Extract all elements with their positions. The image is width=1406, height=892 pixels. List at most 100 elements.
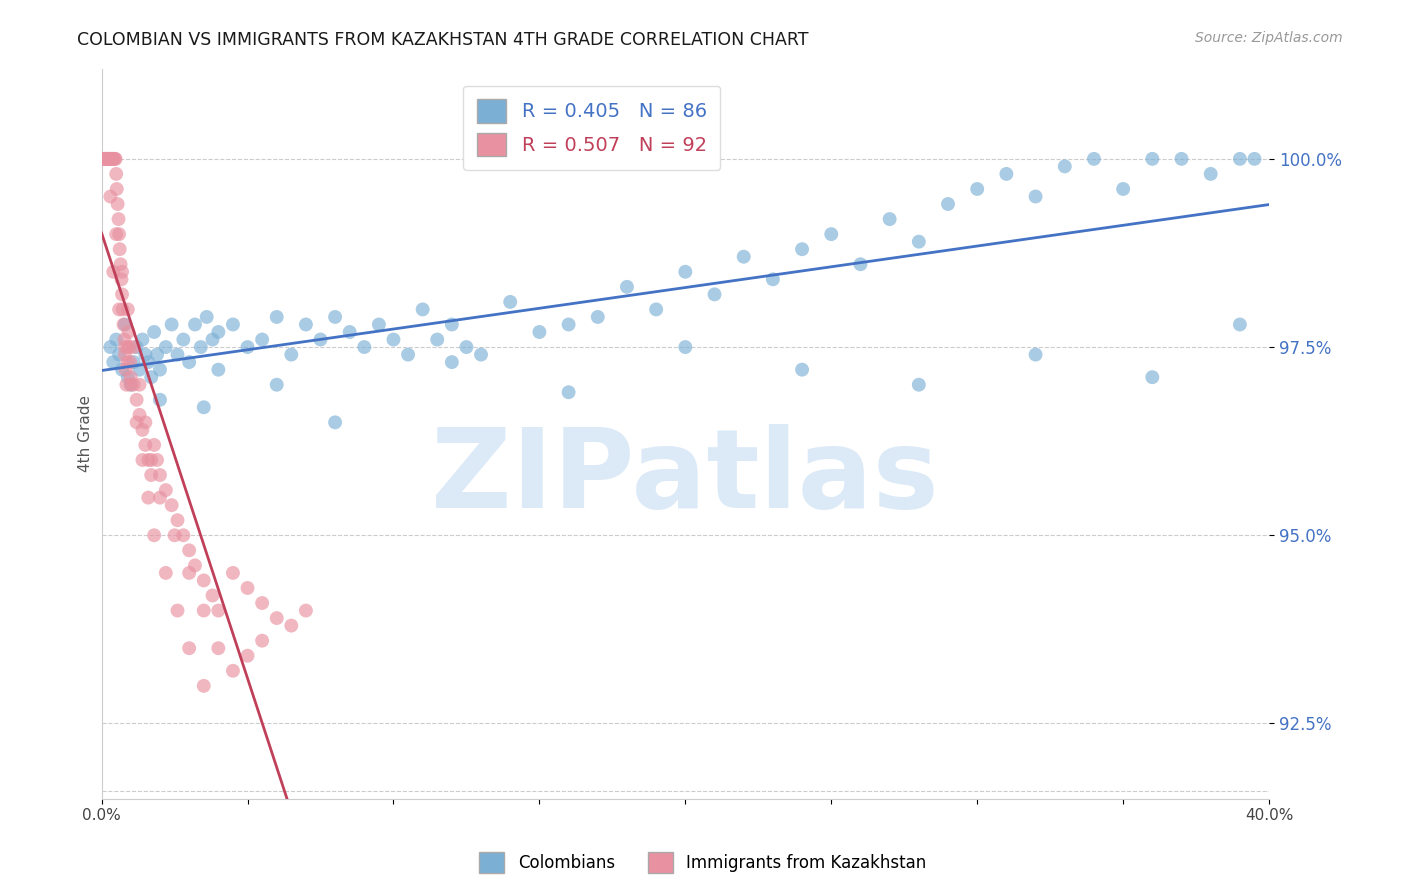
Point [1142, 152, 1164, 166]
Point [131, 333, 153, 347]
Point [98, 152, 121, 166]
Point [193, 603, 215, 617]
Point [673, 340, 696, 354]
Point [266, 377, 288, 392]
Point [280, 348, 302, 362]
Point [122, 355, 145, 369]
Point [149, 491, 172, 505]
Point [104, 152, 127, 166]
Point [114, 362, 136, 376]
Point [98, 152, 121, 166]
Point [222, 318, 245, 332]
Point [966, 182, 988, 196]
Point [790, 362, 813, 376]
Point [1025, 348, 1047, 362]
Point [149, 392, 172, 407]
Point [250, 596, 273, 610]
Point [125, 340, 148, 354]
Point [108, 348, 131, 362]
Point [155, 566, 177, 580]
Point [114, 318, 136, 332]
Point [128, 377, 150, 392]
Point [111, 302, 134, 317]
Point [112, 333, 135, 347]
Point [117, 302, 139, 317]
Point [367, 318, 389, 332]
Point [163, 528, 186, 542]
Point [179, 355, 201, 369]
Point [440, 355, 463, 369]
Point [323, 415, 346, 429]
Point [131, 453, 153, 467]
Point [295, 603, 318, 617]
Point [155, 483, 177, 497]
Point [353, 340, 375, 354]
Point [120, 355, 142, 369]
Point [426, 333, 449, 347]
Point [673, 265, 696, 279]
Point [110, 257, 132, 271]
Point [93, 152, 115, 166]
Point [266, 611, 288, 625]
Point [733, 250, 755, 264]
Point [93, 152, 115, 166]
Point [820, 227, 842, 241]
Text: COLOMBIAN VS IMMIGRANTS FROM KAZAKHSTAN 4TH GRADE CORRELATION CHART: COLOMBIAN VS IMMIGRANTS FROM KAZAKHSTAN … [77, 31, 808, 49]
Point [193, 401, 215, 415]
Point [222, 664, 245, 678]
Point [908, 377, 931, 392]
Point [201, 589, 224, 603]
Point [107, 212, 129, 227]
Point [134, 438, 156, 452]
Point [105, 182, 128, 196]
Point [1229, 318, 1251, 332]
Point [141, 453, 163, 467]
Point [104, 152, 127, 166]
Point [101, 152, 124, 166]
Point [134, 348, 156, 362]
Point [1053, 160, 1076, 174]
Point [149, 468, 172, 483]
Point [1199, 167, 1222, 181]
Point [529, 325, 551, 339]
Point [184, 318, 207, 332]
Point [703, 287, 725, 301]
Point [616, 280, 638, 294]
Point [557, 318, 579, 332]
Point [236, 581, 259, 595]
Point [557, 385, 579, 400]
Point [143, 528, 166, 542]
Point [108, 227, 131, 241]
Point [456, 340, 478, 354]
Point [396, 348, 419, 362]
Point [166, 513, 188, 527]
Point [190, 340, 212, 354]
Point [790, 242, 813, 256]
Point [125, 415, 148, 429]
Point [118, 340, 141, 354]
Point [236, 648, 259, 663]
Point [207, 362, 229, 376]
Point [100, 152, 122, 166]
Point [128, 408, 150, 422]
Point [115, 377, 138, 392]
Point [295, 318, 318, 332]
Point [172, 333, 194, 347]
Point [122, 340, 145, 354]
Point [112, 318, 135, 332]
Point [111, 265, 134, 279]
Point [136, 453, 159, 467]
Point [105, 227, 128, 241]
Point [103, 355, 125, 369]
Point [98, 340, 121, 354]
Point [179, 566, 201, 580]
Point [117, 325, 139, 339]
Point [179, 543, 201, 558]
Point [94, 152, 117, 166]
Point [97, 152, 120, 166]
Point [141, 370, 163, 384]
Point [97, 152, 120, 166]
Point [1025, 189, 1047, 203]
Legend: Colombians, Immigrants from Kazakhstan: Colombians, Immigrants from Kazakhstan [472, 846, 934, 880]
Point [645, 302, 668, 317]
